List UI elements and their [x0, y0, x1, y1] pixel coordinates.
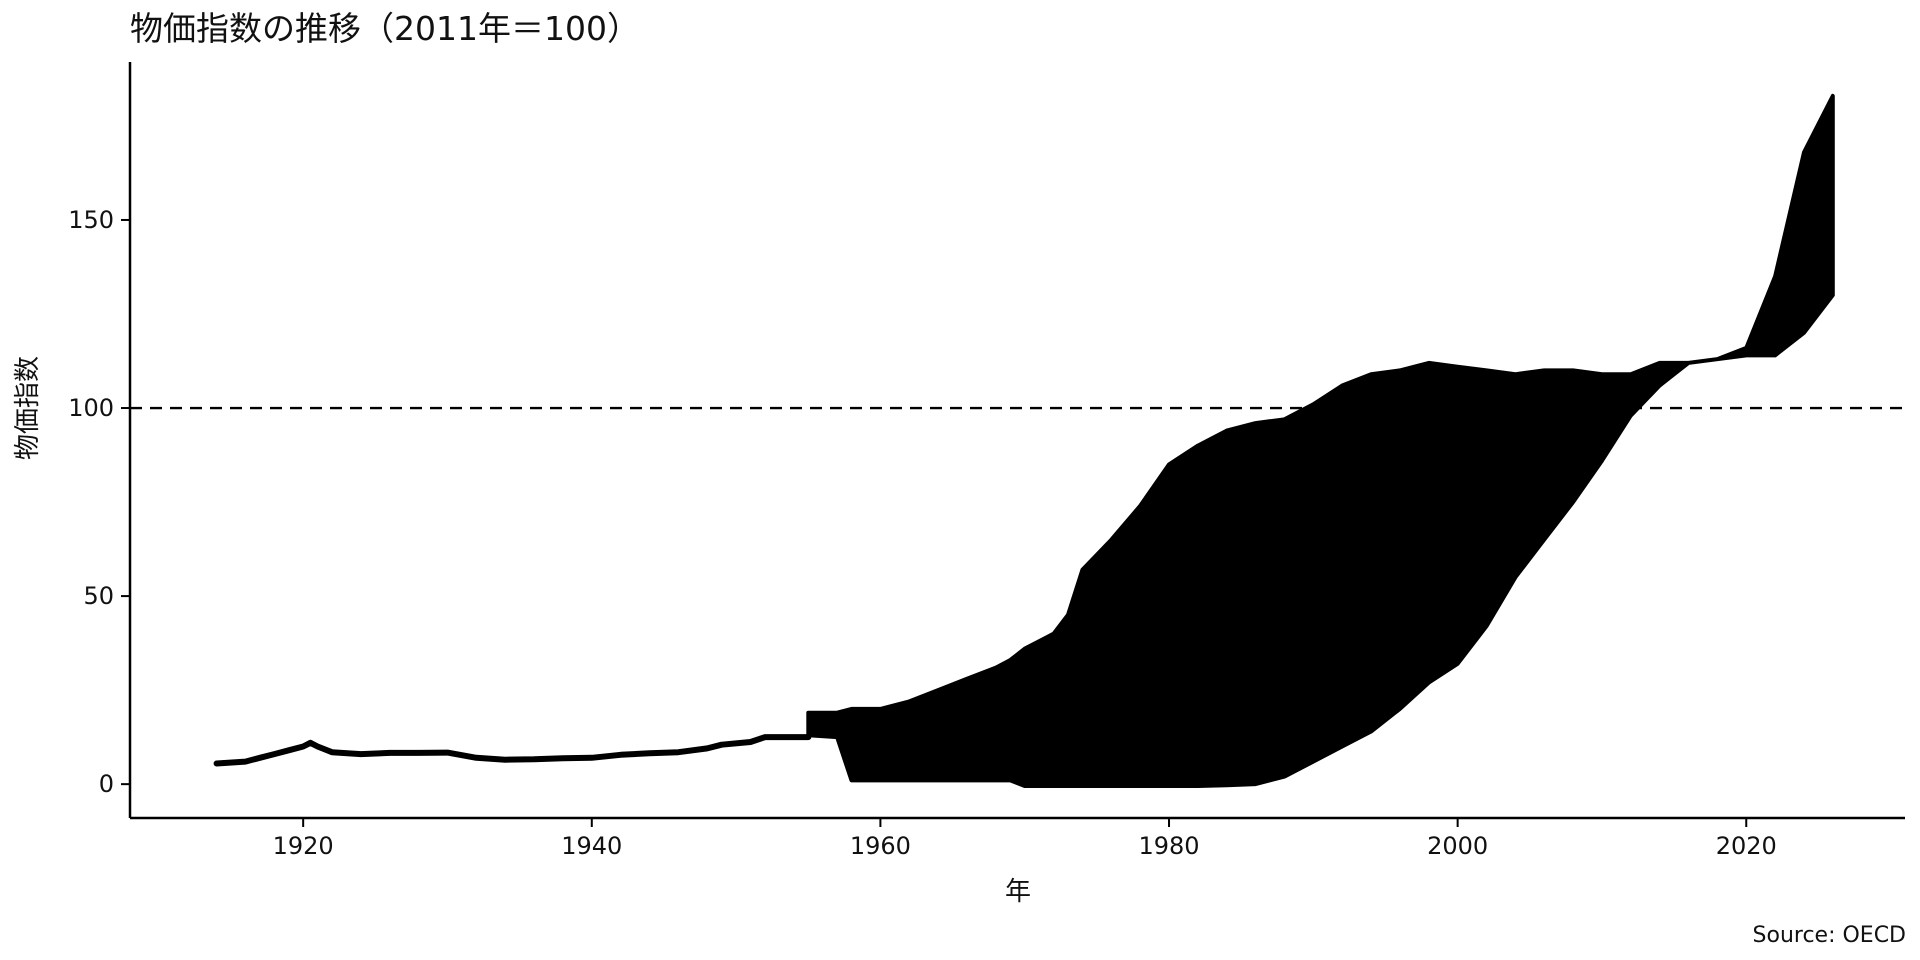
x-tick-label-1920: 1920	[273, 832, 334, 860]
x-axis-label: 年	[1005, 877, 1031, 907]
series-layer	[213, 93, 1835, 788]
x-tick-label-1940: 1940	[561, 832, 622, 860]
y-tick-label-50: 50	[83, 582, 114, 610]
series-line-0	[213, 734, 812, 767]
x-axis-ticks: 1920 1940 1960 1980 2000 2020	[273, 818, 1777, 860]
y-tick-label-0: 0	[99, 770, 114, 798]
y-axis-ticks: 0 50 100 150	[68, 206, 130, 798]
x-tick-label-2020: 2020	[1716, 832, 1777, 860]
x-tick-label-1960: 1960	[850, 832, 911, 860]
source-note: Source: OECD	[1753, 923, 1906, 948]
y-axis-label: 物価指数	[13, 356, 43, 460]
x-tick-label-1980: 1980	[1138, 832, 1199, 860]
x-tick-label-2000: 2000	[1427, 832, 1488, 860]
series-band-1	[806, 93, 1835, 788]
chart-title: 物価指数の推移（2011年＝100）	[130, 9, 640, 48]
y-tick-label-150: 150	[68, 206, 114, 234]
y-tick-label-100: 100	[68, 394, 114, 422]
plot-area: 1920 1940 1960 1980 2000 2020 0 50 100 150	[68, 62, 1905, 860]
